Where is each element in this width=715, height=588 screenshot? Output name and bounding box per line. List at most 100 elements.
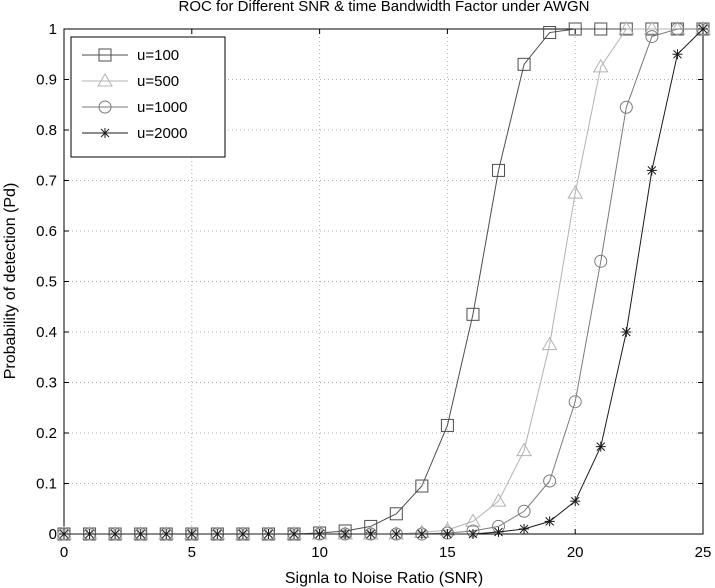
data-point xyxy=(644,21,660,35)
star-stroke xyxy=(519,524,529,534)
star-stroke xyxy=(443,529,452,539)
data-point xyxy=(365,529,376,539)
legend-label: u=1000 xyxy=(137,99,187,116)
y-tick-label: 0.3 xyxy=(36,375,57,392)
legend-item: u=100 xyxy=(82,47,179,64)
data-point xyxy=(621,327,632,337)
star-stroke xyxy=(59,529,69,539)
x-tick-label: 10 xyxy=(311,544,328,561)
data-point xyxy=(594,254,608,268)
data-point xyxy=(314,529,325,539)
data-point xyxy=(263,529,274,539)
legend-item: u=2000 xyxy=(82,125,187,142)
data-point xyxy=(669,21,686,35)
data-point xyxy=(517,57,531,71)
data-point xyxy=(340,529,351,539)
x-axis-label: Signla to Noise Ratio (SNR) xyxy=(285,570,483,587)
data-point xyxy=(517,504,531,518)
x-tick-label: 20 xyxy=(567,544,584,561)
data-point xyxy=(237,529,248,539)
star-stroke xyxy=(621,327,631,337)
star-stroke xyxy=(340,529,350,539)
grid-lines xyxy=(64,29,703,534)
y-tick-label: 0.4 xyxy=(36,324,57,341)
legend-box xyxy=(70,36,226,158)
data-point xyxy=(490,493,507,507)
star-stroke xyxy=(85,529,94,539)
data-point xyxy=(466,307,480,321)
star-stroke xyxy=(289,529,299,539)
legend-item: u=500 xyxy=(82,73,179,90)
star-stroke xyxy=(264,529,273,539)
data-point xyxy=(467,529,478,539)
data-point xyxy=(59,529,69,539)
data-point xyxy=(519,523,530,534)
data-point xyxy=(416,529,427,539)
star-stroke xyxy=(100,128,110,138)
legend-marker xyxy=(100,128,110,138)
star-stroke xyxy=(187,529,197,539)
x-tick-label: 25 xyxy=(695,544,712,561)
data-point xyxy=(465,513,481,527)
legend-label: u=100 xyxy=(137,47,179,64)
star-stroke xyxy=(213,529,222,539)
star-stroke xyxy=(238,529,248,539)
data-point xyxy=(516,442,532,457)
star-stroke xyxy=(366,529,376,539)
star-stroke xyxy=(570,496,580,506)
y-tick-label: 0.5 xyxy=(36,274,57,291)
data-point xyxy=(541,336,558,351)
star-stroke xyxy=(545,517,554,526)
legend: u=100 u=500 u=1000 u=2000 xyxy=(70,36,226,158)
y-tick-label: 0.2 xyxy=(36,425,57,442)
data-point xyxy=(135,529,146,539)
data-point xyxy=(442,529,453,539)
y-tick-label: 1 xyxy=(49,21,57,38)
chart-title: ROC for Different SNR & time Bandwidth F… xyxy=(179,0,590,15)
star-stroke xyxy=(647,166,657,175)
star-stroke xyxy=(494,527,503,537)
y-tick-label: 0.7 xyxy=(36,173,57,190)
legend-label: u=500 xyxy=(137,73,179,90)
star-stroke xyxy=(596,442,606,451)
legend-marker xyxy=(98,100,112,114)
y-tick-label: 0 xyxy=(49,526,57,543)
data-point xyxy=(698,24,708,34)
star-stroke xyxy=(110,529,120,539)
data-point xyxy=(492,163,506,177)
legend-marker xyxy=(97,73,113,87)
data-point xyxy=(543,26,557,40)
data-point xyxy=(289,529,300,539)
star-stroke xyxy=(161,529,171,539)
axis-ticks: 0 5 10 15 20 25 0 0.1 0.2 0.3 0.4 0.5 0.6 0.7 0.8 0.9 1 xyxy=(36,21,711,561)
star-stroke xyxy=(417,529,427,539)
data-point xyxy=(595,441,606,452)
data-point xyxy=(389,507,403,521)
data-point xyxy=(570,496,581,507)
data-point xyxy=(544,516,555,527)
star-stroke xyxy=(136,529,146,539)
data-point xyxy=(592,58,609,73)
series-group xyxy=(56,21,711,541)
data-point xyxy=(646,165,657,176)
y-tick-label: 0.1 xyxy=(36,476,57,493)
y-tick-label: 0.6 xyxy=(36,223,57,240)
legend-label: u=2000 xyxy=(137,125,187,142)
star-stroke xyxy=(315,529,324,539)
y-tick-label: 0.8 xyxy=(36,122,57,139)
data-point xyxy=(568,22,582,36)
data-point xyxy=(110,529,121,539)
data-point xyxy=(161,529,172,539)
x-tick-label: 0 xyxy=(60,544,68,561)
data-point xyxy=(645,30,659,44)
data-point xyxy=(567,185,584,199)
star-stroke xyxy=(468,529,478,539)
data-point xyxy=(672,49,683,60)
data-point xyxy=(696,22,710,36)
data-point xyxy=(84,529,95,539)
data-point xyxy=(670,22,684,36)
data-point xyxy=(186,529,197,539)
star-stroke xyxy=(391,529,401,539)
x-tick-label: 5 xyxy=(188,544,196,561)
data-point xyxy=(415,479,429,493)
